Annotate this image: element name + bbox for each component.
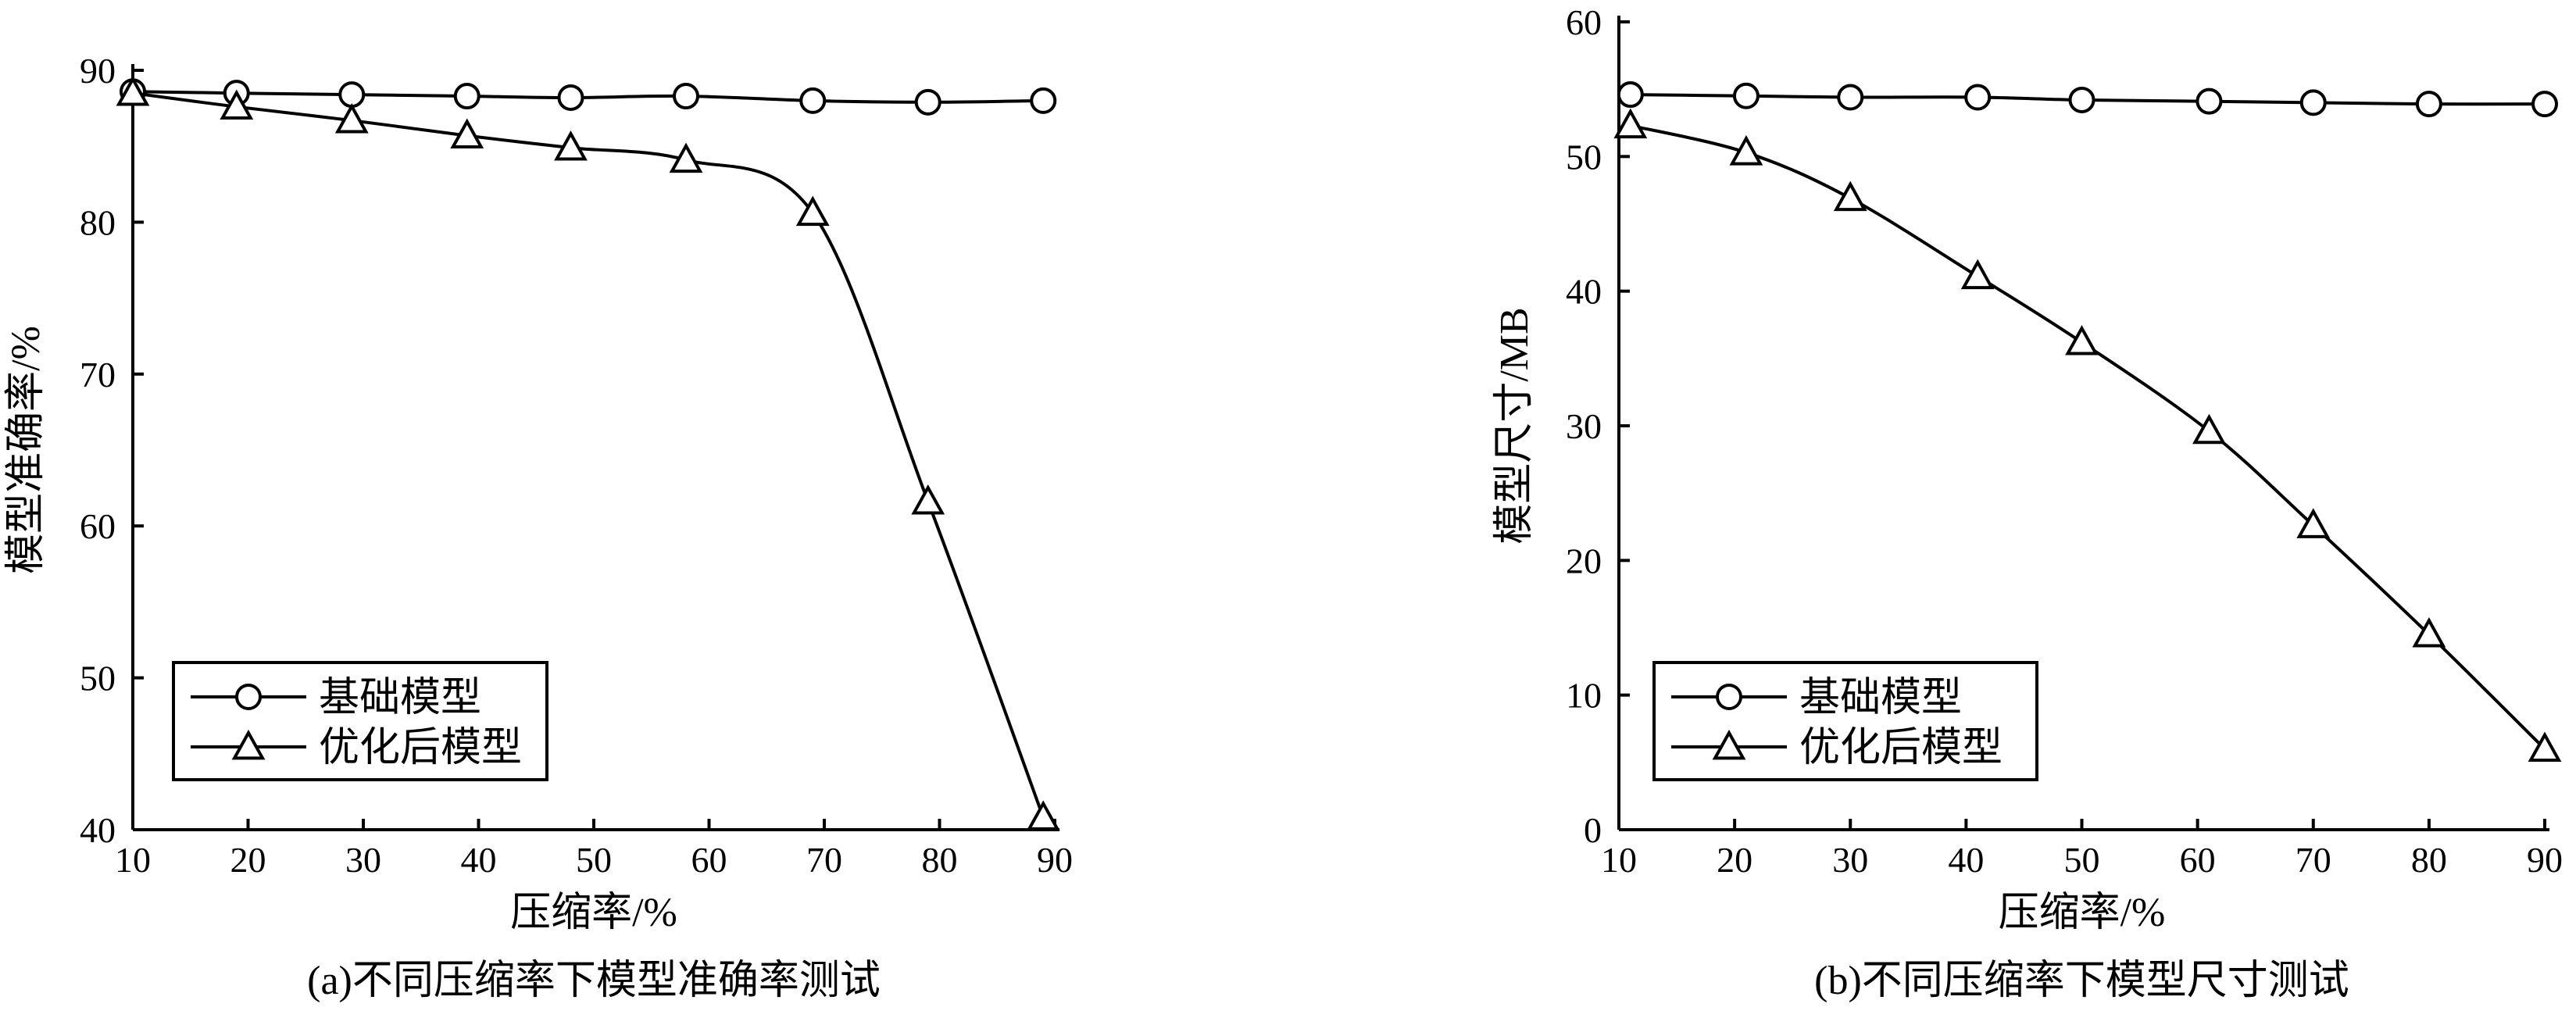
x-tick-label: 10 bbox=[115, 840, 151, 880]
data-point-triangle bbox=[450, 118, 484, 148]
data-point-circle bbox=[338, 81, 366, 109]
y-tick-label: 20 bbox=[1566, 541, 1602, 580]
y-tick-label: 70 bbox=[80, 355, 116, 395]
data-point-circle bbox=[2299, 89, 2327, 116]
legend-label: 基础模型 bbox=[1799, 676, 1962, 720]
y-tick-label: 90 bbox=[80, 51, 116, 91]
x-tick-label: 20 bbox=[1717, 840, 1752, 880]
y-tick-label: 30 bbox=[1566, 406, 1602, 446]
data-point-triangle bbox=[1026, 800, 1060, 830]
y-tick-label: 50 bbox=[80, 659, 116, 698]
legend-label: 优化后模型 bbox=[319, 726, 522, 770]
data-point-circle bbox=[557, 84, 584, 111]
series-optimized-model bbox=[116, 76, 1060, 830]
y-tick-label: 40 bbox=[80, 810, 116, 850]
panel-caption: (a)不同压缩率下模型准确率测试 bbox=[307, 959, 881, 1003]
legend-box bbox=[172, 661, 548, 781]
data-point-triangle bbox=[2528, 731, 2562, 762]
x-tick-label: 70 bbox=[2296, 840, 2331, 880]
data-point-circle bbox=[1837, 84, 1864, 111]
x-tick-label: 40 bbox=[1948, 840, 1984, 880]
x-tick-label: 60 bbox=[2180, 840, 2216, 880]
legend-marker-circle bbox=[235, 684, 262, 710]
data-point-circle bbox=[799, 87, 827, 114]
data-point-triangle bbox=[795, 195, 830, 227]
series-base-model bbox=[1617, 81, 2558, 118]
data-point-circle bbox=[2415, 91, 2442, 118]
legend-box bbox=[1652, 661, 2038, 781]
y-tick-label: 80 bbox=[80, 202, 116, 242]
chart-panel-a: 10 20 30 40 50 60 70 80 90 40 50 60 70 80 90 压缩率/% 模型准确率… bbox=[4, 51, 1073, 1003]
x-axis-title: 压缩率/% bbox=[1999, 891, 2166, 935]
x-tick-label: 40 bbox=[461, 840, 497, 880]
data-point-triangle bbox=[116, 76, 150, 106]
x-tick-label: 30 bbox=[1832, 840, 1868, 880]
data-point-circle bbox=[2068, 86, 2095, 113]
data-point-triangle bbox=[1613, 108, 1648, 139]
data-point-triangle bbox=[911, 484, 945, 515]
legend-label: 优化后模型 bbox=[1799, 726, 2003, 770]
x-tick-label: 20 bbox=[230, 840, 266, 880]
data-point-circle bbox=[1617, 81, 1644, 109]
x-tick-label: 50 bbox=[576, 840, 612, 880]
data-point-circle bbox=[2195, 88, 2223, 115]
data-point-triangle bbox=[334, 103, 369, 134]
y-tick-label: 10 bbox=[1566, 676, 1602, 716]
data-point-triangle bbox=[554, 130, 588, 161]
series-line bbox=[1630, 123, 2546, 751]
data-point-circle bbox=[1732, 82, 1760, 109]
data-point-triangle bbox=[1729, 135, 1763, 166]
y-tick-label: 60 bbox=[80, 506, 116, 546]
x-tick-label: 80 bbox=[2411, 840, 2447, 880]
x-tick-label: 90 bbox=[2527, 840, 2563, 880]
x-tick-label: 30 bbox=[345, 840, 381, 880]
x-tick-label: 10 bbox=[1601, 840, 1637, 880]
data-point-circle bbox=[2531, 91, 2558, 118]
data-point-triangle bbox=[2065, 325, 2099, 355]
data-point-triangle bbox=[1833, 180, 1867, 212]
data-point-circle bbox=[673, 83, 699, 110]
data-point-circle bbox=[453, 83, 481, 110]
x-tick-label: 60 bbox=[691, 840, 727, 880]
data-point-triangle bbox=[669, 142, 703, 173]
data-point-triangle bbox=[1960, 259, 1995, 290]
data-point-triangle bbox=[2296, 508, 2331, 538]
y-tick-label: 0 bbox=[1584, 810, 1602, 850]
legend-label: 基础模型 bbox=[319, 676, 481, 720]
y-tick-label: 50 bbox=[1566, 137, 1602, 177]
series-optimized-model bbox=[1613, 108, 2562, 762]
chart-panel-b: 10 20 30 40 50 60 70 80 900102030405060压缩率/%模型尺寸… bbox=[1492, 2, 2563, 1003]
data-point-triangle bbox=[220, 89, 254, 120]
y-axis-title: 模型准确率/% bbox=[4, 326, 48, 574]
legend-marker-triangle bbox=[231, 729, 266, 760]
x-tick-label: 90 bbox=[1037, 840, 1073, 880]
data-point-circle bbox=[914, 88, 941, 116]
data-point-triangle bbox=[2192, 413, 2226, 445]
x-tick-label: 50 bbox=[2064, 840, 2100, 880]
x-axis-title: 压缩率/% bbox=[510, 891, 677, 935]
y-tick-label: 60 bbox=[1566, 2, 1602, 42]
panel-caption: (b)不同压缩率下模型尺寸测试 bbox=[1814, 959, 2349, 1003]
data-point-circle bbox=[1964, 84, 1992, 111]
x-tick-label: 80 bbox=[922, 840, 958, 880]
data-point-triangle bbox=[2412, 616, 2446, 648]
legend-marker-circle bbox=[1716, 684, 1742, 710]
y-tick-label: 40 bbox=[1566, 272, 1602, 312]
y-axis-title: 模型尺寸/MB bbox=[1492, 307, 1537, 544]
legend-marker-triangle bbox=[1712, 729, 1746, 760]
series-base-model bbox=[120, 78, 1057, 116]
data-point-circle bbox=[1030, 87, 1057, 114]
x-tick-label: 70 bbox=[806, 840, 842, 880]
series-line bbox=[132, 90, 1044, 104]
